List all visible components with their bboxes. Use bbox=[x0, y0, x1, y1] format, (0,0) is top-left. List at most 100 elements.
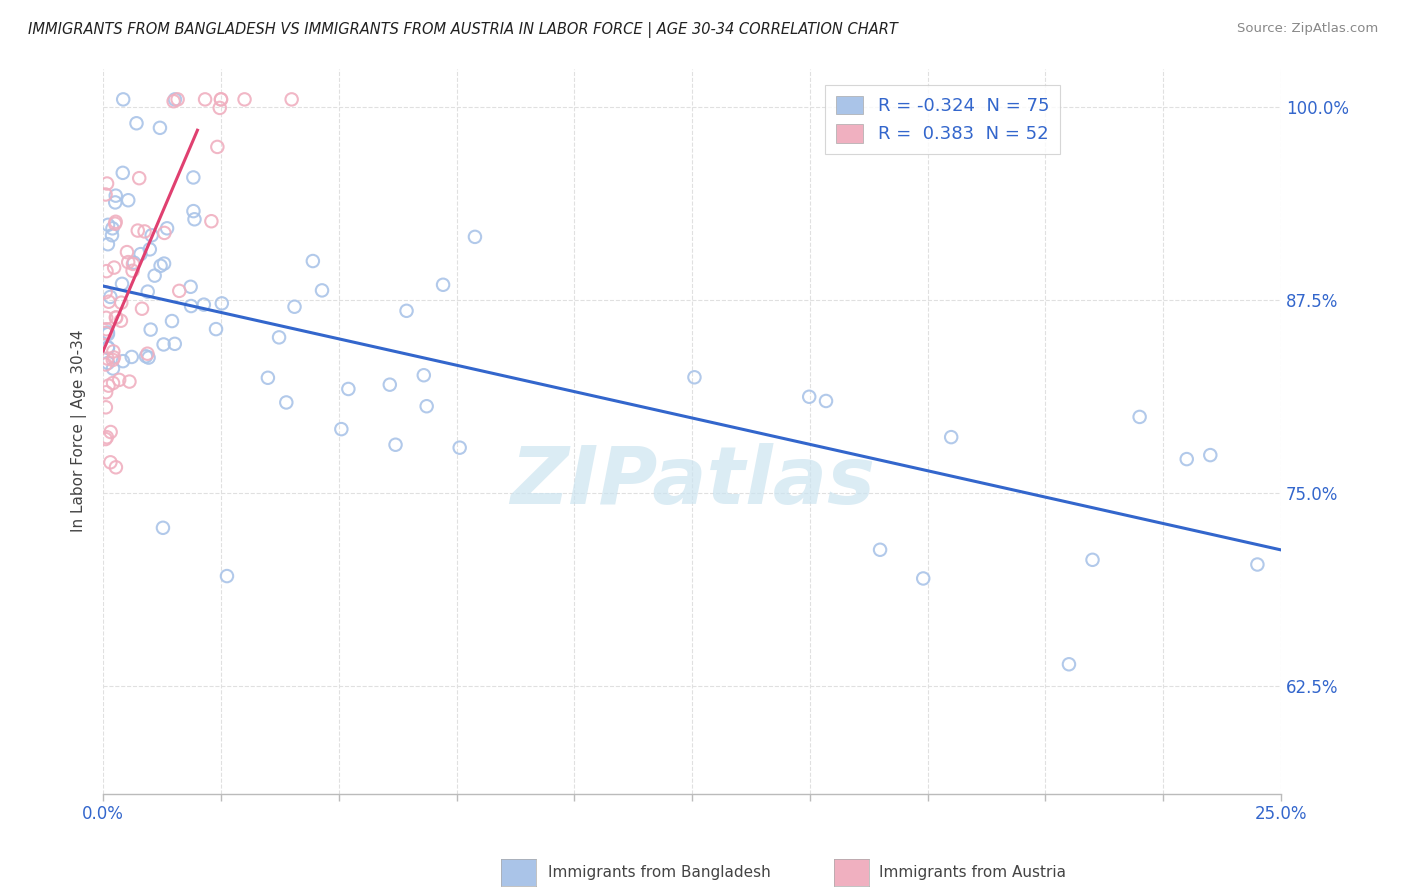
Point bbox=[276, 395, 298, 409]
Point bbox=[215, 569, 238, 583]
Point bbox=[94, 326, 117, 340]
Point bbox=[115, 245, 138, 260]
Point bbox=[912, 571, 935, 585]
Point bbox=[160, 314, 183, 328]
Legend: R = -0.324  N = 75, R =  0.383  N = 52: R = -0.324 N = 75, R = 0.383 N = 52 bbox=[825, 85, 1060, 154]
Point bbox=[97, 340, 120, 354]
Point bbox=[97, 294, 120, 309]
Point bbox=[869, 542, 891, 557]
Point bbox=[1129, 409, 1152, 424]
Point bbox=[180, 280, 202, 294]
Point bbox=[122, 257, 145, 271]
Point bbox=[105, 310, 128, 325]
Text: ZIPatlas: ZIPatlas bbox=[509, 442, 875, 521]
Point bbox=[152, 337, 174, 351]
Point bbox=[111, 354, 134, 368]
Point bbox=[139, 323, 162, 337]
Text: Source: ZipAtlas.com: Source: ZipAtlas.com bbox=[1237, 22, 1378, 36]
Point bbox=[131, 301, 153, 316]
Point bbox=[395, 303, 418, 318]
Point bbox=[97, 237, 120, 252]
Text: Immigrants from Bangladesh: Immigrants from Bangladesh bbox=[548, 865, 770, 880]
Point bbox=[311, 284, 333, 298]
Point bbox=[193, 298, 215, 312]
Point bbox=[138, 351, 160, 365]
Point bbox=[94, 187, 117, 202]
Point bbox=[449, 441, 471, 455]
Point bbox=[283, 300, 305, 314]
Point bbox=[101, 353, 124, 368]
Text: Immigrants from Austria: Immigrants from Austria bbox=[879, 865, 1066, 880]
Point bbox=[267, 330, 290, 344]
Point bbox=[141, 228, 163, 243]
Point bbox=[163, 92, 186, 106]
Point bbox=[117, 255, 139, 269]
Point bbox=[152, 521, 174, 535]
Point bbox=[136, 285, 159, 299]
Point bbox=[415, 399, 437, 413]
Point bbox=[118, 375, 141, 389]
Point bbox=[117, 193, 139, 207]
Point bbox=[94, 358, 117, 372]
Point bbox=[1246, 558, 1268, 572]
Point bbox=[104, 460, 127, 475]
Point bbox=[1199, 448, 1222, 462]
Point bbox=[128, 171, 150, 186]
Point bbox=[378, 377, 401, 392]
Point bbox=[330, 422, 353, 436]
Point bbox=[163, 336, 186, 351]
Point bbox=[96, 264, 118, 278]
Point bbox=[121, 264, 143, 278]
Point bbox=[209, 92, 232, 106]
Point bbox=[101, 228, 124, 243]
Point bbox=[205, 322, 228, 336]
Point bbox=[121, 350, 143, 364]
Point bbox=[96, 310, 118, 325]
Point bbox=[100, 425, 122, 439]
Point bbox=[103, 344, 125, 359]
Point bbox=[122, 255, 145, 269]
Point bbox=[97, 378, 120, 392]
Point bbox=[97, 341, 120, 355]
Point bbox=[814, 394, 837, 409]
Point bbox=[104, 310, 127, 325]
Point bbox=[149, 259, 172, 273]
Point bbox=[412, 368, 434, 383]
Point bbox=[127, 223, 149, 237]
Point bbox=[208, 101, 231, 115]
Point bbox=[94, 401, 117, 415]
Point bbox=[207, 140, 229, 154]
Point bbox=[104, 188, 127, 202]
Point bbox=[103, 351, 125, 365]
Point bbox=[169, 284, 191, 298]
Point bbox=[183, 170, 205, 185]
Point bbox=[129, 247, 152, 261]
Point bbox=[302, 254, 325, 268]
Point bbox=[233, 92, 256, 106]
Point bbox=[1175, 452, 1198, 467]
Point bbox=[104, 195, 127, 210]
Point bbox=[143, 268, 166, 283]
Text: IMMIGRANTS FROM BANGLADESH VS IMMIGRANTS FROM AUSTRIA IN LABOR FORCE | AGE 30-34: IMMIGRANTS FROM BANGLADESH VS IMMIGRANTS… bbox=[28, 22, 898, 38]
Point bbox=[166, 92, 188, 106]
Point bbox=[211, 296, 233, 310]
Point bbox=[153, 257, 176, 271]
Point bbox=[96, 322, 118, 336]
Y-axis label: In Labor Force | Age 30-34: In Labor Force | Age 30-34 bbox=[72, 330, 87, 533]
Point bbox=[183, 212, 205, 227]
Point bbox=[104, 217, 127, 231]
Point bbox=[97, 326, 120, 340]
Point bbox=[96, 351, 118, 366]
Point bbox=[149, 120, 172, 135]
Point bbox=[200, 214, 222, 228]
Point bbox=[162, 94, 184, 108]
Point bbox=[108, 373, 131, 387]
Point bbox=[112, 92, 135, 106]
Point bbox=[139, 243, 162, 257]
Point bbox=[180, 299, 202, 313]
Point bbox=[136, 347, 159, 361]
Point bbox=[337, 382, 360, 396]
Point bbox=[111, 277, 134, 291]
Point bbox=[194, 92, 217, 106]
Point bbox=[183, 204, 205, 219]
